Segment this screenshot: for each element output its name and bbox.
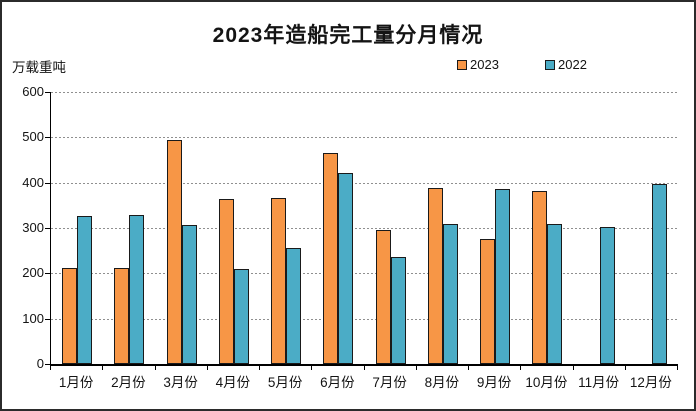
y-axis-label-200: 200 xyxy=(22,265,44,281)
x-axis-tick xyxy=(102,366,104,370)
bar-2023-1月份 xyxy=(62,268,78,364)
bar-2022-1月份 xyxy=(77,216,93,364)
y-axis-tick xyxy=(45,182,50,184)
y-axis-tick xyxy=(45,273,50,275)
x-axis-label-12月份: 12月份 xyxy=(629,375,672,390)
x-axis-label-2月份: 2月份 xyxy=(111,375,146,390)
bar-2023-3月份 xyxy=(166,139,182,364)
legend-marker-2022 xyxy=(545,59,555,70)
x-axis-tick xyxy=(259,366,260,370)
legend-item-2022: 2022 xyxy=(545,57,587,72)
y-axis-label-100: 100 xyxy=(22,310,44,326)
bar-2022-2月份 xyxy=(129,215,145,364)
x-axis-tick xyxy=(206,366,208,370)
x-axis-tick xyxy=(677,366,678,370)
bar-2023-4月份 xyxy=(218,199,234,364)
bar-2022-12月份 xyxy=(651,184,667,364)
bar-2023-2月份 xyxy=(114,268,130,364)
y-axis-unit-label: 万载重吨 xyxy=(12,60,66,75)
bar-2023-5月份 xyxy=(271,197,287,364)
y-axis-label-400: 400 xyxy=(22,174,44,190)
x-axis-label-11月份: 11月份 xyxy=(578,375,620,390)
x-axis-label-6月份: 6月份 xyxy=(320,375,355,390)
x-axis-tick xyxy=(311,366,313,370)
gridline-200 xyxy=(51,273,678,275)
x-axis-tick xyxy=(468,366,469,370)
legend-marker-2023 xyxy=(457,59,467,70)
bar-2022-3月份 xyxy=(181,224,197,364)
x-axis-label-7月份: 7月份 xyxy=(372,375,407,390)
x-axis-tick xyxy=(572,366,574,370)
y-axis-tick xyxy=(45,137,50,139)
y-axis-label-0: 0 xyxy=(36,356,44,371)
x-axis-label-5月份: 5月份 xyxy=(267,375,303,390)
bar-2023-7月份 xyxy=(375,229,391,364)
bar-2022-5月份 xyxy=(286,247,302,364)
legend-label-2022: 2022 xyxy=(558,57,587,72)
bar-2023-8月份 xyxy=(427,187,443,364)
x-axis-tick xyxy=(154,366,156,370)
x-axis-tick xyxy=(50,366,51,370)
x-axis-label-3月份: 3月份 xyxy=(163,375,198,390)
y-axis-label-500: 500 xyxy=(22,129,44,145)
bar-2023-6月份 xyxy=(323,153,339,364)
x-axis-tick xyxy=(363,366,365,370)
bar-2023-9月份 xyxy=(480,238,496,364)
gridline-500 xyxy=(51,137,678,139)
x-axis-label-9月份: 9月份 xyxy=(476,375,512,390)
x-axis-label-8月份: 8月份 xyxy=(424,375,460,390)
plot-area xyxy=(50,92,678,366)
bar-2022-11月份 xyxy=(599,226,615,364)
legend-item-2023: 2023 xyxy=(457,57,499,72)
gridline-400 xyxy=(51,182,678,184)
y-axis-tick xyxy=(45,318,50,320)
bar-2022-6月份 xyxy=(338,173,354,364)
bar-2022-7月份 xyxy=(390,257,406,364)
x-axis-label-1月份: 1月份 xyxy=(58,375,94,390)
gridline-100 xyxy=(51,318,678,320)
legend-label-2023: 2023 xyxy=(470,57,499,72)
y-axis-tick xyxy=(45,92,50,93)
gridline-300 xyxy=(51,228,678,229)
gridline-600 xyxy=(51,92,678,93)
x-axis-tick xyxy=(415,366,417,370)
y-axis-label-300: 300 xyxy=(22,220,44,235)
bar-2022-4月份 xyxy=(233,268,249,364)
chart-title: 2023年造船完工量分月情况 xyxy=(212,24,484,47)
x-axis-tick xyxy=(520,366,522,370)
x-axis-tick xyxy=(624,366,626,370)
bar-2023-10月份 xyxy=(532,190,548,364)
x-axis-label-10月份: 10月份 xyxy=(525,375,568,390)
bar-2022-9月份 xyxy=(495,189,511,364)
bar-2022-10月份 xyxy=(547,224,563,364)
x-axis-label-4月份: 4月份 xyxy=(215,375,251,390)
bar-2022-8月份 xyxy=(442,223,458,364)
y-axis-tick xyxy=(45,364,50,365)
y-axis-tick xyxy=(45,228,50,229)
y-axis-label-600: 600 xyxy=(22,84,44,99)
